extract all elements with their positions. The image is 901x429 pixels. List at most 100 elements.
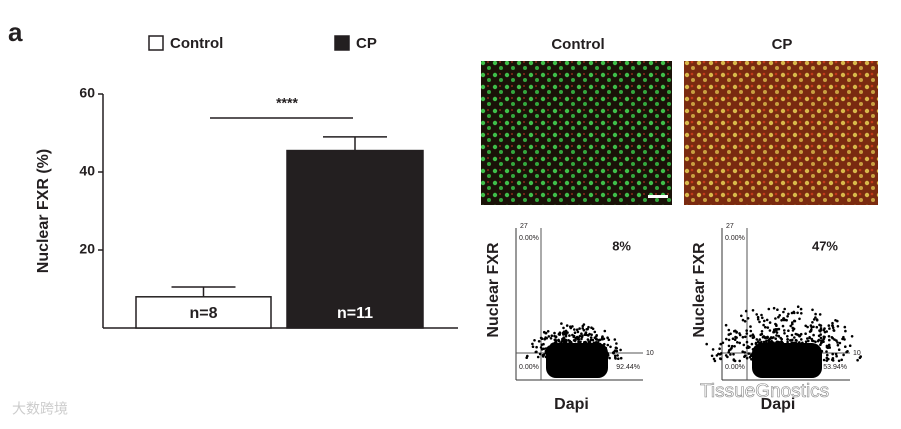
legend-label: CP xyxy=(356,35,377,52)
scatter-dot xyxy=(819,330,822,333)
scatter-dot xyxy=(831,352,834,356)
scatter-dot xyxy=(571,333,574,337)
scatter-dot xyxy=(733,329,736,333)
scatter-dot xyxy=(831,336,834,340)
scatter-dot xyxy=(836,341,839,344)
axis-tick: 10 xyxy=(853,350,861,357)
watermark: TissueGnostics xyxy=(700,381,829,402)
scatter-dot xyxy=(752,336,756,339)
scatter-dot xyxy=(550,334,554,338)
scatter-dot xyxy=(744,309,748,313)
scatter-dot xyxy=(793,336,796,339)
scatter-dot xyxy=(828,338,831,342)
scatter-dot xyxy=(568,334,571,337)
scatter-dot xyxy=(582,328,586,332)
scatter-dot xyxy=(715,354,719,357)
axis-tick: 10 xyxy=(646,350,654,357)
scatter-dot xyxy=(820,341,823,345)
scatter-dot xyxy=(799,307,803,311)
scatter-cloud xyxy=(705,305,862,378)
scatter-dot xyxy=(531,342,534,346)
scatter-dot xyxy=(564,339,567,343)
scatter-dot xyxy=(574,336,577,340)
scatter-dot xyxy=(835,354,838,358)
scatter-dot xyxy=(525,356,528,360)
scatter-dot xyxy=(759,333,762,337)
scatter-dot xyxy=(553,334,556,338)
scatter-dot xyxy=(727,328,731,332)
scatter-dot xyxy=(576,330,580,334)
micrograph xyxy=(481,61,672,205)
scatter-dot xyxy=(547,335,551,338)
scatter-dot xyxy=(745,340,749,344)
scatter-dot xyxy=(806,325,809,329)
scatter-dot xyxy=(542,330,546,334)
scatter-dot xyxy=(732,353,735,356)
scatter-dot xyxy=(834,352,838,356)
image-title: Control xyxy=(551,36,604,53)
scatter-dot xyxy=(738,333,742,337)
scatter-dot xyxy=(562,336,565,340)
scatter-dot xyxy=(812,325,815,329)
scatter-dot xyxy=(593,330,597,334)
scatter-dot xyxy=(772,306,776,310)
scatter-dot xyxy=(811,321,814,324)
scatter-dot xyxy=(804,324,807,328)
scatter-dot xyxy=(580,335,584,339)
scatter-dot xyxy=(768,329,772,332)
scatter-dot xyxy=(800,338,803,341)
scatter-dot xyxy=(562,326,565,330)
scatter-dot xyxy=(581,324,585,328)
scatter-dot xyxy=(738,341,741,345)
scatter-dot xyxy=(595,335,598,338)
scatter-dot xyxy=(826,345,830,348)
scatter-dot xyxy=(740,314,743,318)
scatter-dot xyxy=(614,346,618,350)
scatter-dot xyxy=(787,329,790,333)
y-tick-label: 40 xyxy=(79,163,95,179)
scatter-dot xyxy=(804,332,807,336)
scatter-dot xyxy=(557,338,560,342)
scatter-dot xyxy=(808,336,811,339)
scatter-dot xyxy=(712,357,716,361)
scatter-dot xyxy=(843,325,847,329)
scatter-dot xyxy=(814,312,817,316)
scatter-dot xyxy=(617,357,620,361)
scatter-dot xyxy=(590,333,593,337)
scatter-dot xyxy=(535,345,538,349)
bar xyxy=(286,149,424,329)
quadrant-stat: 53.94% xyxy=(823,364,847,371)
scatter-dot xyxy=(718,347,721,351)
scatter-dot xyxy=(842,335,845,339)
scatter-dot xyxy=(601,336,604,339)
scatter-dot xyxy=(733,345,736,348)
scatter-dot xyxy=(799,332,803,336)
scatter-dot xyxy=(760,313,763,317)
scatter-dot xyxy=(798,317,801,321)
quadrant-stat: 0.00% xyxy=(519,364,539,371)
quadrant-stat: 0.00% xyxy=(519,235,539,242)
scatter-dot xyxy=(810,328,813,332)
axis-tick: 27 xyxy=(520,223,528,230)
scatter-dot xyxy=(606,343,610,347)
scatter-dot xyxy=(554,339,558,342)
scatter-dot xyxy=(800,312,803,315)
scatter-dot xyxy=(542,342,545,346)
y-axis-label: Nuclear FXR (%) xyxy=(35,149,52,273)
scatter-dot xyxy=(816,339,820,343)
scatter-dot xyxy=(597,338,601,342)
scatter-dot xyxy=(757,340,760,343)
scatter-dot xyxy=(822,335,826,339)
scatter-dot xyxy=(725,337,728,341)
plot-x-label: Dapi xyxy=(554,396,589,413)
scatter-dot xyxy=(586,338,590,341)
scatter-dot xyxy=(727,344,731,348)
scatter-dot xyxy=(767,338,771,342)
scatter-dot xyxy=(756,315,760,319)
bar-annotation: n=8 xyxy=(189,305,217,322)
scatter-dot xyxy=(762,323,765,327)
scatter-dot xyxy=(710,354,714,358)
scatter-dot xyxy=(776,340,780,344)
scatter-dot xyxy=(844,345,847,349)
scatter-dot xyxy=(825,350,828,353)
